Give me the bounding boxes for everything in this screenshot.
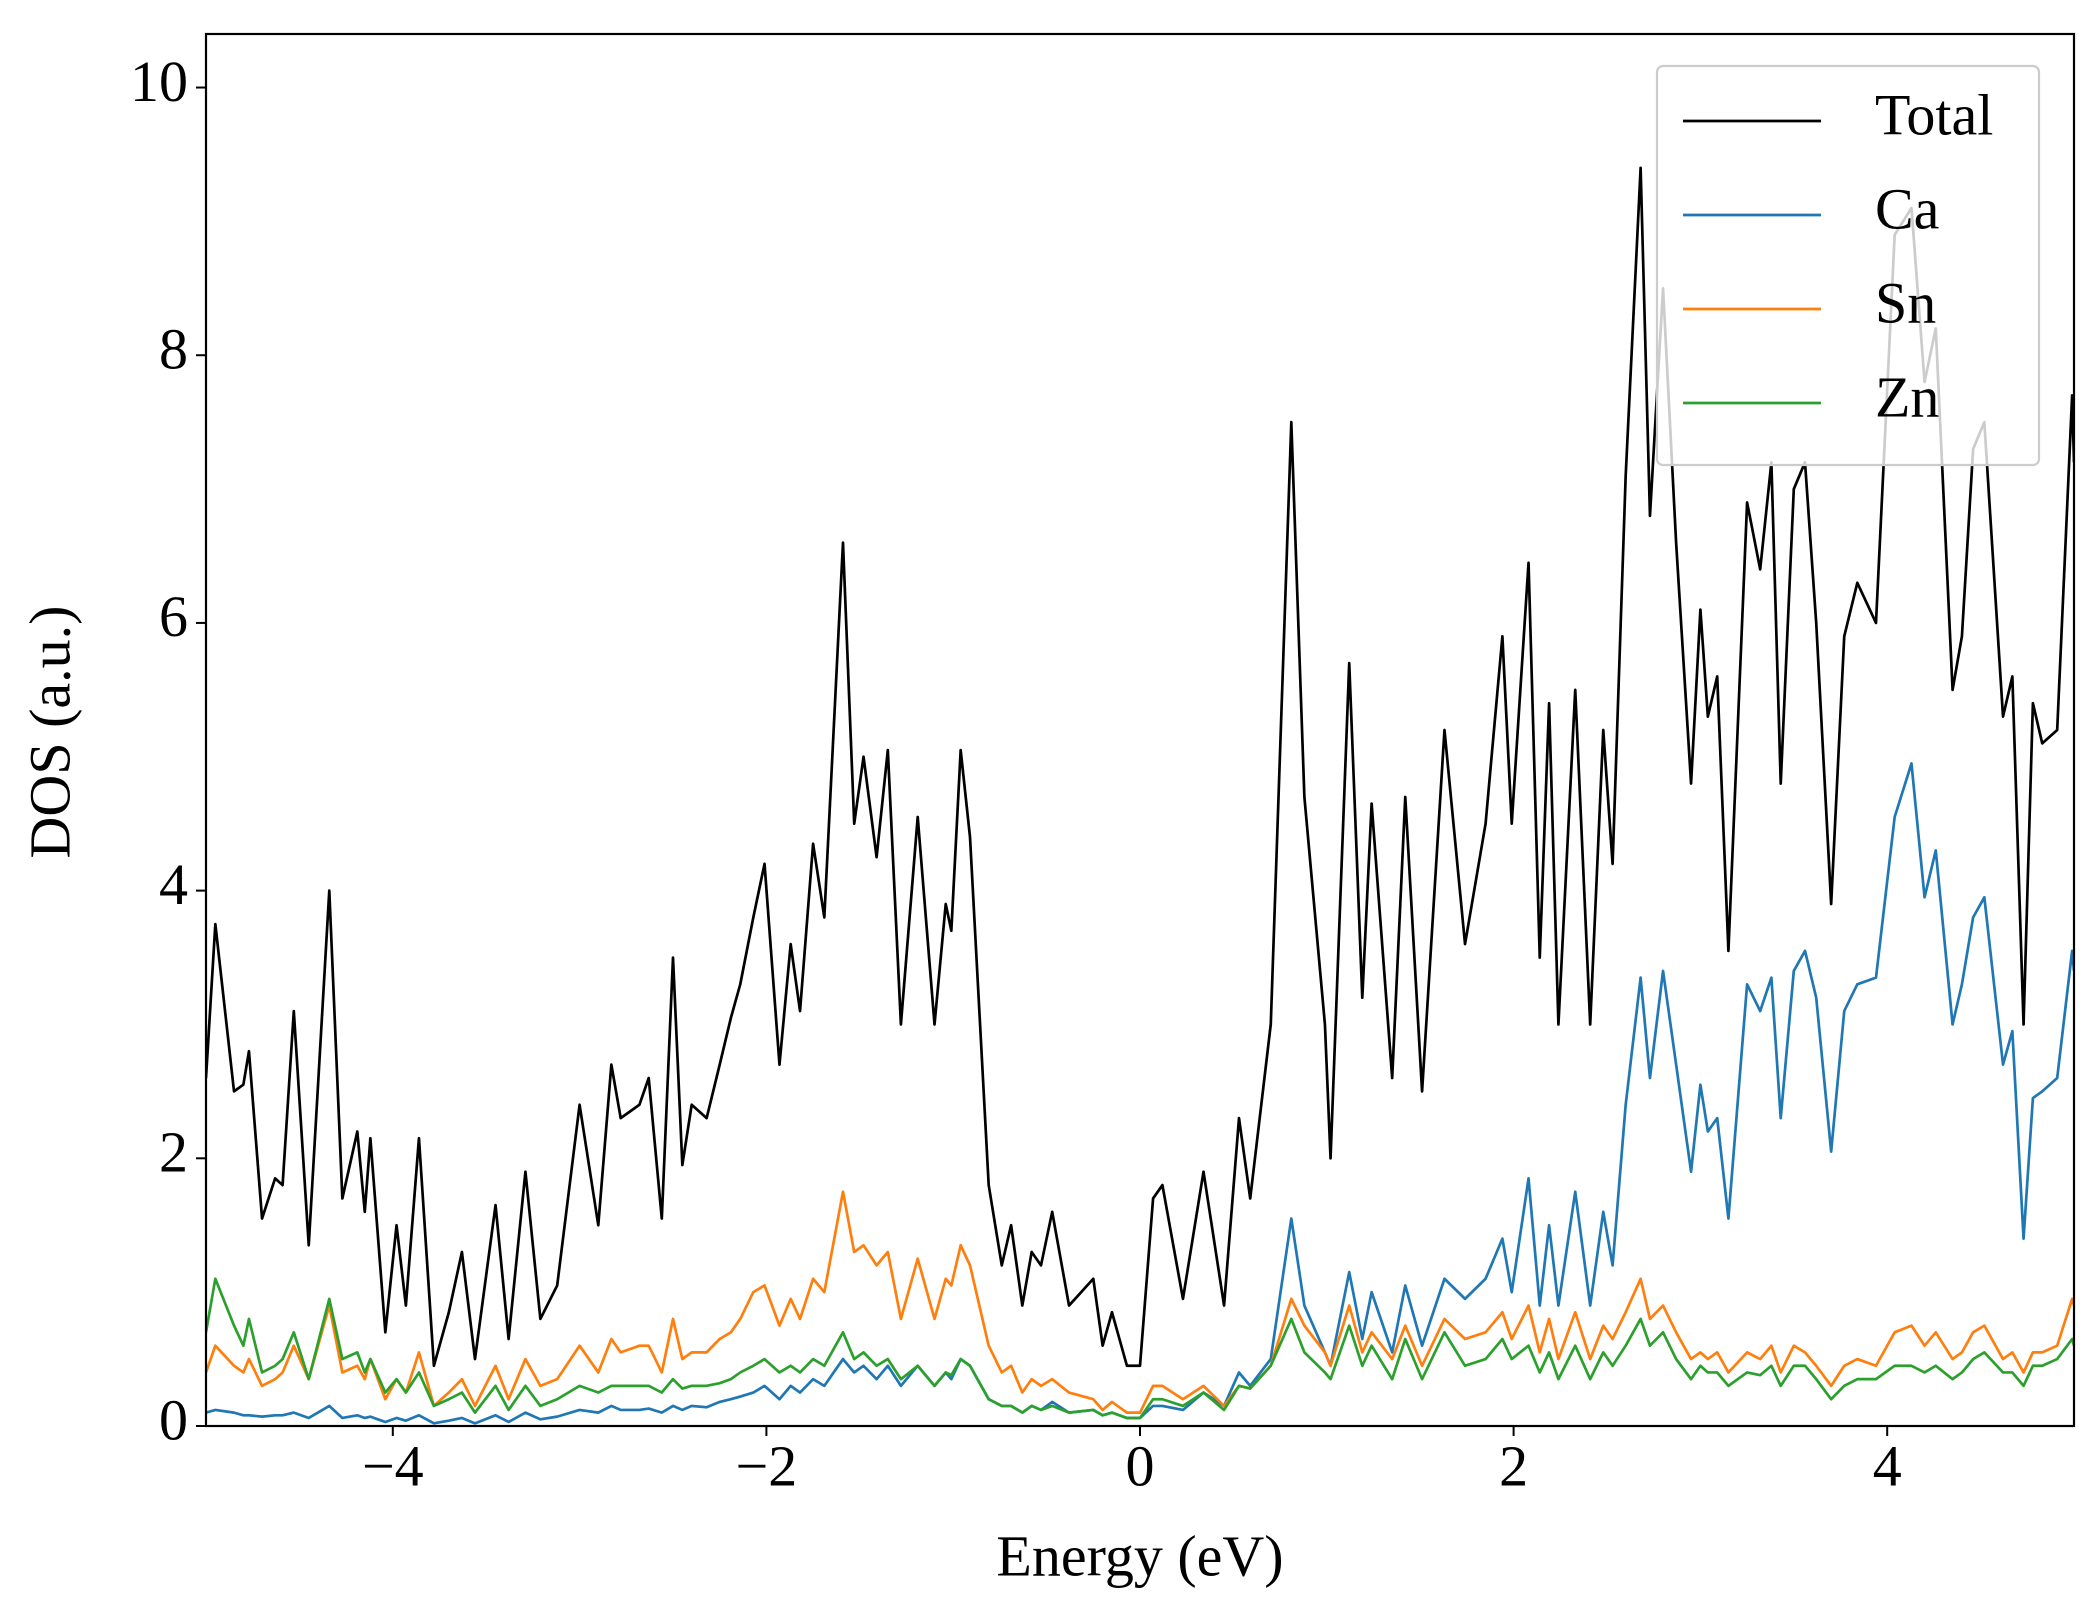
x-tick-label: 2 <box>1499 1433 1528 1498</box>
legend-label: Sn <box>1875 270 1936 335</box>
x-tick-label: −2 <box>736 1433 798 1498</box>
series-line <box>206 1190 2074 1414</box>
x-tick-label: 4 <box>1873 1433 1902 1498</box>
y-tick-label: 0 <box>159 1387 188 1452</box>
y-tick-label: 2 <box>159 1120 188 1185</box>
series-line <box>206 166 2074 1368</box>
plot-lines <box>206 166 2074 1425</box>
series-line <box>206 762 2074 1425</box>
legend-label: Ca <box>1875 176 1939 241</box>
legend: Total Ca Sn Zn <box>1655 64 2041 467</box>
series-line <box>206 1277 2074 1420</box>
legend-label: Total <box>1875 82 1993 147</box>
x-tick-label: 0 <box>1126 1433 1155 1498</box>
legend-label: Zn <box>1875 364 1939 429</box>
y-tick-label: 4 <box>159 852 188 917</box>
y-tick-label: 8 <box>159 317 188 382</box>
y-axis-label: DOS (a.u.) <box>17 606 82 859</box>
y-tick-label: 10 <box>130 49 188 114</box>
y-tick-label: 6 <box>159 584 188 649</box>
x-axis-label: Energy (eV) <box>996 1523 1283 1588</box>
legend-box <box>1655 64 2041 467</box>
x-tick-label: −4 <box>362 1433 424 1498</box>
